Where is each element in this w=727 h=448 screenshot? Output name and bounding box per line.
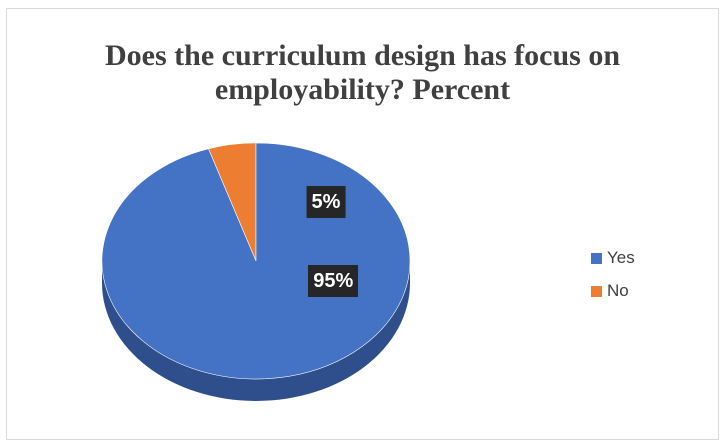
legend-item-no: No xyxy=(591,280,635,302)
data-label-no: 5% xyxy=(306,186,346,218)
legend-label-no: No xyxy=(607,281,629,300)
pie-slice-yes xyxy=(101,142,411,380)
chart-title-line-1: Does the curriculum design has focus on xyxy=(104,39,621,72)
data-label-yes: 95% xyxy=(308,265,359,298)
legend: Yes No xyxy=(591,247,635,313)
chart-title-line-2: employability? Percent xyxy=(214,73,511,106)
chart-title: Does the curriculum design has focus on … xyxy=(7,39,718,107)
pie-chart xyxy=(101,142,411,401)
legend-swatch-yes xyxy=(591,252,602,264)
legend-swatch-no xyxy=(591,285,602,297)
legend-label-yes: Yes xyxy=(607,248,635,267)
legend-item-yes: Yes xyxy=(591,247,635,269)
pie-side-yes xyxy=(102,261,410,401)
chart-frame: Does the curriculum design has focus on … xyxy=(6,8,719,440)
